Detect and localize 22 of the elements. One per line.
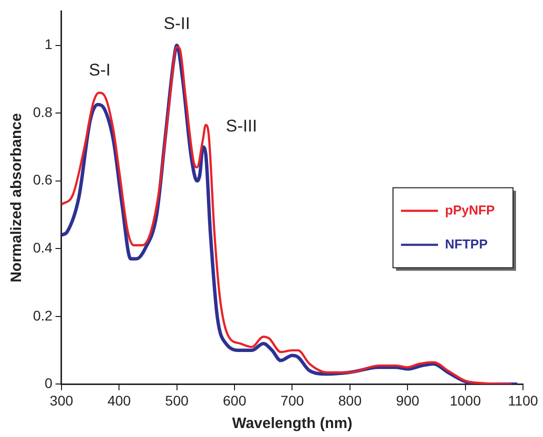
annotation: S-II	[164, 14, 190, 34]
x-tick-label: 500	[165, 392, 189, 408]
legend-label: NFTPP	[445, 236, 488, 252]
legend-label: pPyNFP	[445, 202, 496, 218]
x-tick-label: 300	[50, 392, 74, 408]
y-axis-title: Normalized absorbance	[8, 113, 26, 282]
x-tick-label: 900	[396, 392, 420, 408]
x-tick-label: 800	[338, 392, 362, 408]
y-tick-label: 1	[44, 36, 53, 52]
y-tick-label: 0.8	[32, 104, 53, 120]
x-tick-label: 1100	[508, 392, 538, 408]
y-tick-label: 0.4	[32, 239, 53, 256]
x-axis-title: Wavelength (nm)	[232, 415, 352, 432]
annotation: S-I	[88, 60, 111, 80]
y-tick-label: 0.2	[32, 307, 53, 324]
x-tick-label: 600	[222, 392, 246, 408]
x-tick-label: 700	[280, 392, 304, 408]
y-tick-label: 0	[44, 375, 53, 392]
x-tick-label: 1000	[450, 392, 482, 408]
annotation: S-III	[226, 116, 258, 136]
x-tick-label: 400	[107, 392, 132, 408]
y-tick-label: 0.6	[32, 172, 53, 188]
